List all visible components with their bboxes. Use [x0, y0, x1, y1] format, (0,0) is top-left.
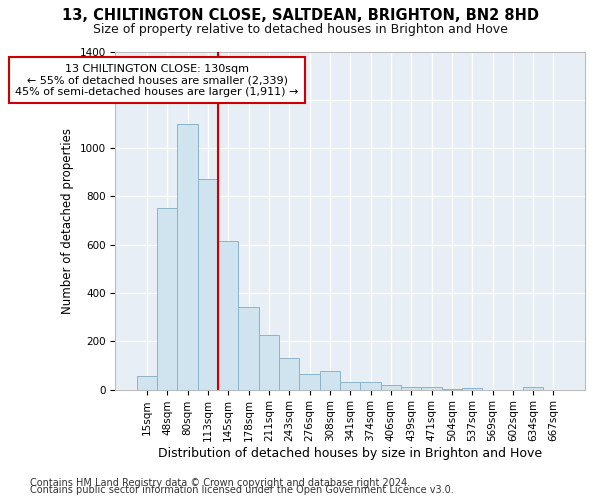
Bar: [157, 208, 178, 390]
Bar: [340, 382, 361, 390]
Bar: [218, 241, 238, 390]
Bar: [259, 336, 279, 390]
Bar: [462, 388, 482, 390]
Bar: [361, 382, 381, 390]
Bar: [238, 308, 259, 390]
Bar: [421, 387, 442, 390]
Bar: [401, 386, 421, 390]
Y-axis label: Number of detached properties: Number of detached properties: [61, 128, 74, 314]
Text: Contains HM Land Registry data © Crown copyright and database right 2024.: Contains HM Land Registry data © Crown c…: [30, 478, 410, 488]
Bar: [299, 374, 320, 390]
Bar: [279, 358, 299, 390]
Bar: [381, 385, 401, 390]
Text: 13 CHILTINGTON CLOSE: 130sqm
← 55% of detached houses are smaller (2,339)
45% of: 13 CHILTINGTON CLOSE: 130sqm ← 55% of de…: [16, 64, 299, 97]
Text: Contains public sector information licensed under the Open Government Licence v3: Contains public sector information licen…: [30, 485, 454, 495]
Bar: [178, 124, 198, 390]
Text: Size of property relative to detached houses in Brighton and Hove: Size of property relative to detached ho…: [92, 22, 508, 36]
Bar: [320, 372, 340, 390]
Bar: [198, 180, 218, 390]
Text: 13, CHILTINGTON CLOSE, SALTDEAN, BRIGHTON, BN2 8HD: 13, CHILTINGTON CLOSE, SALTDEAN, BRIGHTO…: [62, 8, 539, 22]
Bar: [137, 376, 157, 390]
Bar: [523, 386, 544, 390]
X-axis label: Distribution of detached houses by size in Brighton and Hove: Distribution of detached houses by size …: [158, 447, 542, 460]
